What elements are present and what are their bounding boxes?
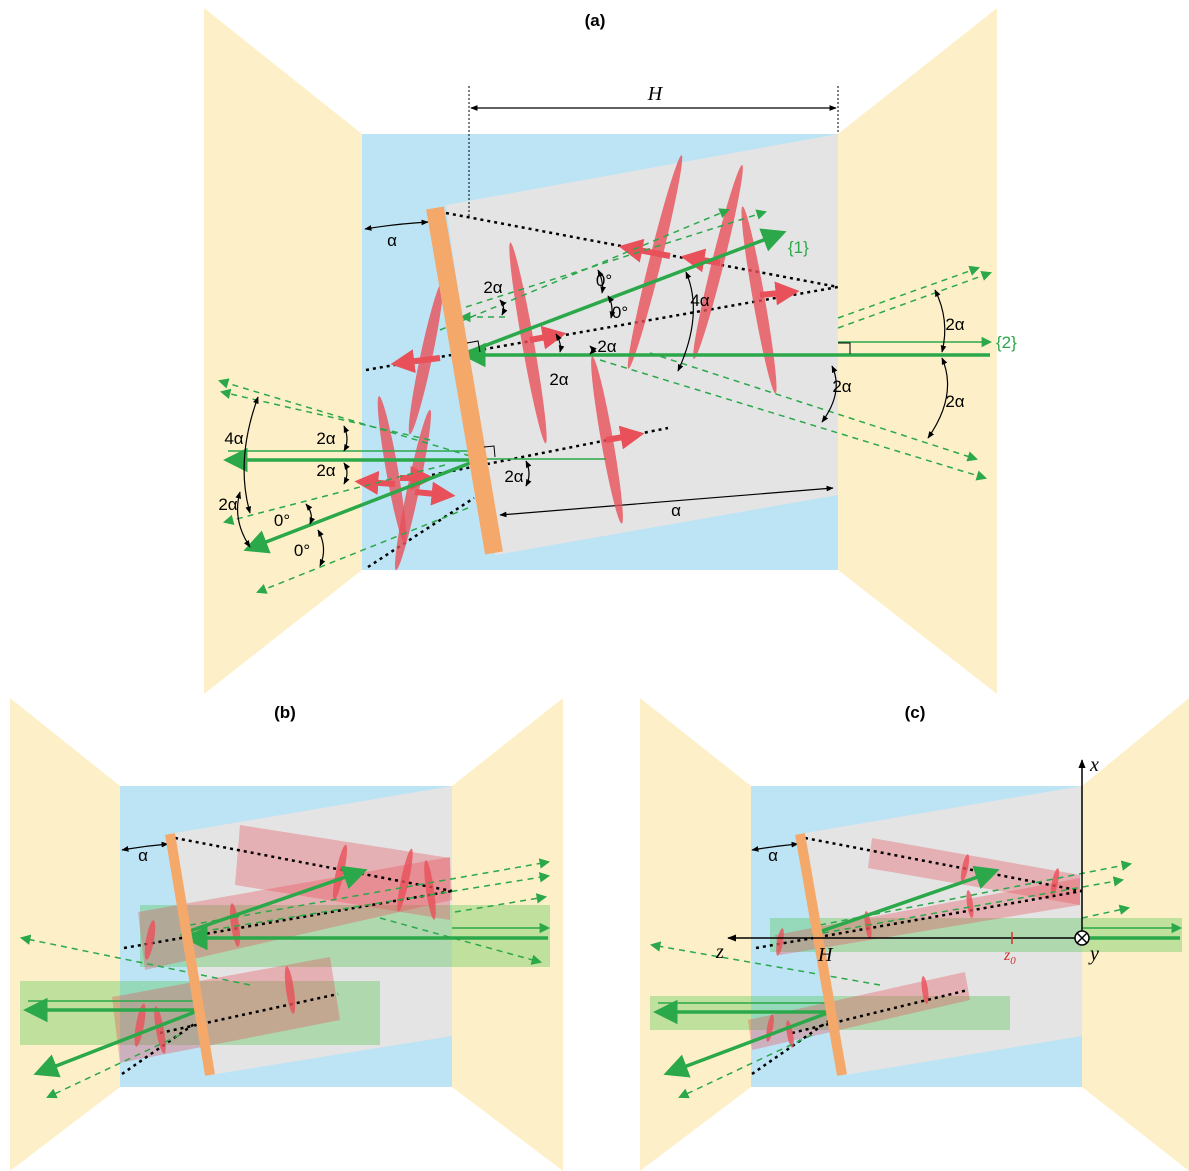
angle-label: 2α bbox=[832, 377, 851, 396]
z0-label: z0 bbox=[1003, 947, 1016, 967]
alpha-arc-bottom bbox=[499, 485, 834, 518]
angle-label: 2α bbox=[597, 337, 616, 356]
angle-label: 0° bbox=[596, 271, 612, 290]
angle-label: 2α bbox=[316, 429, 335, 448]
alpha-label: α bbox=[138, 846, 148, 865]
right-mirror-panel bbox=[1082, 698, 1189, 1171]
angle-label: 2α bbox=[218, 495, 237, 514]
y-label: y bbox=[1088, 943, 1099, 965]
angle-label: 2α bbox=[483, 278, 502, 297]
alpha-label: α bbox=[768, 846, 778, 865]
panel-c-title: (c) bbox=[905, 703, 926, 722]
mirror-a bbox=[426, 206, 503, 555]
panel-a-title: (a) bbox=[585, 11, 606, 30]
left-mirror-panel bbox=[640, 698, 751, 1171]
angle-label: 2α bbox=[549, 370, 568, 389]
panel-a: (a) H α α bbox=[204, 8, 1017, 694]
angle-label: 0° bbox=[294, 541, 310, 560]
H-label: H bbox=[647, 83, 664, 105]
beam-overlap-region bbox=[175, 786, 452, 1075]
angle-label: 2α bbox=[945, 315, 964, 334]
angle-label: 2α bbox=[316, 461, 335, 480]
alpha-label-top: α bbox=[387, 231, 397, 250]
angle-label: 0° bbox=[612, 303, 628, 322]
angle-label: 0° bbox=[274, 511, 290, 530]
mirror-b bbox=[165, 833, 215, 1076]
angle-label: 2α bbox=[504, 467, 523, 486]
angle-label: 2α bbox=[945, 392, 964, 411]
beam-overlap-region bbox=[805, 786, 1082, 1075]
panel-c: (c) α bbox=[640, 698, 1189, 1171]
beam-label-1: {1} bbox=[788, 238, 809, 257]
alpha-label-bottom: α bbox=[671, 501, 681, 520]
beam-label-2: {2} bbox=[996, 333, 1017, 352]
left-mirror-panel bbox=[204, 8, 362, 694]
mirror-c bbox=[795, 833, 847, 1076]
panel-b: (b) α bbox=[10, 698, 563, 1171]
beam-overlap-region bbox=[446, 134, 838, 555]
angle-label: 4α bbox=[224, 429, 243, 448]
left-mirror-panel bbox=[10, 698, 120, 1171]
angle-label: 4α bbox=[690, 291, 709, 310]
y-axis-into-page bbox=[1074, 930, 1090, 946]
alpha-arc-top bbox=[364, 219, 429, 231]
z-label: z bbox=[715, 941, 724, 963]
x-label: x bbox=[1089, 754, 1099, 776]
right-mirror-panel bbox=[452, 698, 563, 1171]
panel-b-title: (b) bbox=[274, 703, 296, 722]
right-mirror-panel bbox=[838, 8, 997, 694]
H-label: H bbox=[817, 944, 834, 966]
